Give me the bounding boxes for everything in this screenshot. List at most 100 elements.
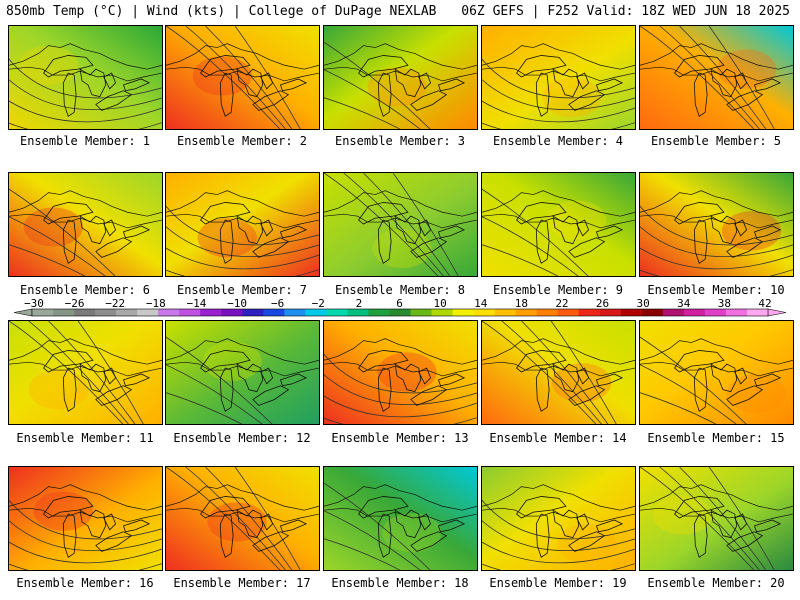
colorbar-tick-label: 2: [356, 297, 363, 310]
ensemble-member-caption: Ensemble Member: 18: [331, 576, 469, 590]
colorbar-tick-label: 38: [718, 297, 731, 310]
ensemble-member-caption: Ensemble Member: 16: [16, 576, 154, 590]
colorbar-swatch: [536, 309, 559, 316]
ensemble-member-1-map: [8, 25, 163, 130]
colorbar-swatch: [74, 309, 96, 316]
colorbar-tick-label: −6: [271, 297, 284, 310]
colorbar-swatch: [746, 309, 769, 316]
header-title: 850mb Temp (°C) | Wind (kts) | College o…: [6, 4, 437, 19]
colorbar-swatch: [200, 309, 222, 316]
ensemble-member-caption: Ensemble Member: 9: [492, 283, 624, 297]
ensemble-member-caption: Ensemble Member: 7: [176, 283, 308, 297]
ensemble-member-caption: Ensemble Member: 1: [19, 134, 151, 148]
colorbar-swatch: [389, 309, 411, 316]
ensemble-member-2-map: [165, 25, 320, 130]
colorbar-tick-label: 26: [596, 297, 609, 310]
ensemble-member-15-map: [639, 320, 794, 425]
colorbar-swatch: [263, 309, 285, 316]
ensemble-member-18-map: [323, 466, 478, 571]
colorbar-tick-label: 10: [433, 297, 446, 310]
ensemble-member-6-map: [8, 172, 163, 277]
ensemble-member-caption: Ensemble Member: 12: [173, 431, 311, 445]
colorbar-swatch: [662, 309, 685, 316]
colorbar-swatch: [347, 309, 369, 316]
ensemble-member-11-map: [8, 320, 163, 425]
colorbar-swatch: [452, 309, 474, 316]
ensemble-member-caption: Ensemble Member: 15: [647, 431, 785, 445]
ensemble-member-7-map: [165, 172, 320, 277]
ensemble-member-caption: Ensemble Member: 6: [19, 283, 151, 297]
colorbar-tick-label: −22: [105, 297, 125, 310]
colorbar-swatch: [641, 309, 664, 316]
temperature-colorbar: −30 −26 −22 −18 −14 −10 −6 −2 2 6 10 14 18 22 26 30 34 38…: [13, 297, 787, 317]
colorbar-tick-label: 30: [637, 297, 650, 310]
colorbar-tick-label: −14: [187, 297, 207, 310]
ensemble-member-5-map: [639, 25, 794, 130]
colorbar-tick-label: −2: [312, 297, 325, 310]
ensemble-member-9-map: [481, 172, 636, 277]
colorbar-swatch: [704, 309, 727, 316]
colorbar-swatch: [515, 309, 537, 316]
colorbar-swatch: [95, 309, 117, 316]
ensemble-member-caption: Ensemble Member: 10: [647, 283, 785, 297]
colorbar-swatch: [158, 309, 180, 316]
colorbar-swatch: [284, 309, 306, 316]
ensemble-member-caption: Ensemble Member: 17: [173, 576, 311, 590]
colorbar-swatch: [578, 309, 601, 316]
colorbar-tick-label: 14: [474, 297, 488, 310]
colorbar-swatch: [431, 309, 453, 316]
ensemble-member-caption: Ensemble Member: 14: [489, 431, 627, 445]
ensemble-member-14-map: [481, 320, 636, 425]
colorbar-max-arrow: [767, 308, 787, 317]
colorbar-swatch: [116, 309, 138, 316]
colorbar-swatch: [683, 309, 706, 316]
ensemble-member-caption: Ensemble Member: 2: [176, 134, 308, 148]
ensemble-member-17-map: [165, 466, 320, 571]
colorbar-swatch: [473, 309, 495, 316]
colorbar-swatch: [179, 309, 201, 316]
ensemble-member-caption: Ensemble Member: 4: [492, 134, 624, 148]
colorbar-tick-label: −10: [227, 297, 247, 310]
colorbar-swatch: [494, 309, 516, 316]
colorbar-swatch: [599, 309, 622, 316]
colorbar-swatch: [305, 309, 327, 316]
ensemble-member-19-map: [481, 466, 636, 571]
colorbar-swatch: [53, 309, 75, 316]
ensemble-member-caption: Ensemble Member: 13: [331, 431, 469, 445]
colorbar-tick-label: −30: [24, 297, 44, 310]
ensemble-member-caption: Ensemble Member: 8: [334, 283, 466, 297]
ensemble-member-4-map: [481, 25, 636, 130]
colorbar-swatch: [410, 309, 432, 316]
ensemble-member-8-map: [323, 172, 478, 277]
ensemble-member-12-map: [165, 320, 320, 425]
ensemble-member-caption: Ensemble Member: 19: [489, 576, 627, 590]
colorbar-swatch: [242, 309, 264, 316]
colorbar-tick-label: 42: [758, 297, 771, 310]
ensemble-member-13-map: [323, 320, 478, 425]
colorbar-swatch: [137, 309, 159, 316]
colorbar-swatch: [326, 309, 348, 316]
colorbar-outline: [31, 308, 769, 317]
ensemble-member-caption: Ensemble Member: 3: [334, 134, 466, 148]
ensemble-member-3-map: [323, 25, 478, 130]
colorbar-tick-label: 18: [515, 297, 528, 310]
colorbar-swatch: [725, 309, 748, 316]
colorbar-tick-label: 34: [677, 297, 691, 310]
colorbar-tick-label: 22: [555, 297, 568, 310]
colorbar-swatch: [557, 309, 580, 316]
ensemble-member-20-map: [639, 466, 794, 571]
header-valid-time: 06Z GEFS | F252 Valid: 18Z WED JUN 18 20…: [461, 4, 790, 19]
ensemble-member-caption: Ensemble Member: 5: [650, 134, 782, 148]
colorbar-swatch: [368, 309, 390, 316]
colorbar-swatch: [221, 309, 243, 316]
colorbar-tick-label: −26: [65, 297, 85, 310]
colorbar-tick-label: −18: [146, 297, 166, 310]
colorbar-tick-label: 6: [396, 297, 403, 310]
colorbar-swatch: [620, 309, 643, 316]
colorbar-swatch: [32, 309, 54, 316]
ensemble-member-16-map: [8, 466, 163, 571]
ensemble-member-caption: Ensemble Member: 11: [16, 431, 154, 445]
ensemble-member-10-map: [639, 172, 794, 277]
colorbar-min-arrow: [13, 308, 33, 317]
ensemble-member-caption: Ensemble Member: 20: [647, 576, 785, 590]
